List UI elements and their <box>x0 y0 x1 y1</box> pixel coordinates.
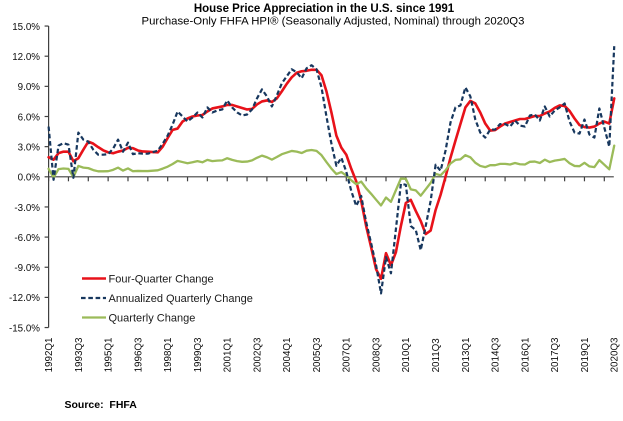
svg-text:2019Q1: 2019Q1 <box>580 338 591 373</box>
svg-text:2002Q3: 2002Q3 <box>252 337 263 372</box>
svg-text:2017Q3: 2017Q3 <box>550 337 561 372</box>
svg-text:2014Q3: 2014Q3 <box>491 337 502 372</box>
svg-text:Purchase-Only FHFA HPI® (Seaso: Purchase-Only FHFA HPI® (Seasonally Adju… <box>142 16 525 28</box>
svg-text:Four-Quarter Change: Four-Quarter Change <box>109 274 214 286</box>
svg-text:-15.0%: -15.0% <box>9 323 40 334</box>
svg-text:1996Q3: 1996Q3 <box>133 337 144 372</box>
svg-text:3.0%: 3.0% <box>18 142 41 153</box>
svg-text:2013Q1: 2013Q1 <box>461 338 472 373</box>
svg-text:House Price Appreciation in th: House Price Appreciation in the U.S. sin… <box>194 3 455 15</box>
svg-text:2011Q3: 2011Q3 <box>431 338 442 373</box>
svg-text:15.0%: 15.0% <box>12 22 40 33</box>
svg-text:1999Q3: 1999Q3 <box>193 337 204 372</box>
svg-text:2020Q3: 2020Q3 <box>610 337 621 372</box>
svg-text:2005Q3: 2005Q3 <box>312 337 323 372</box>
svg-text:2016Q1: 2016Q1 <box>520 338 531 373</box>
svg-text:6.0%: 6.0% <box>18 112 41 123</box>
svg-text:1998Q1: 1998Q1 <box>163 338 174 373</box>
svg-text:Annualized Quarterly Change: Annualized Quarterly Change <box>109 293 253 305</box>
svg-text:-9.0%: -9.0% <box>14 263 40 274</box>
svg-text:2004Q1: 2004Q1 <box>282 338 293 373</box>
svg-text:2007Q1: 2007Q1 <box>342 338 353 373</box>
svg-text:-3.0%: -3.0% <box>14 203 40 214</box>
svg-text:-12.0%: -12.0% <box>9 293 40 304</box>
svg-text:Source: FHFA: Source: FHFA <box>65 399 138 411</box>
svg-text:Quarterly Change: Quarterly Change <box>109 313 196 325</box>
svg-text:2010Q1: 2010Q1 <box>401 338 412 373</box>
svg-text:2008Q3: 2008Q3 <box>371 337 382 372</box>
svg-text:1993Q3: 1993Q3 <box>74 337 85 372</box>
svg-text:1995Q1: 1995Q1 <box>104 338 115 373</box>
svg-text:9.0%: 9.0% <box>18 82 41 93</box>
svg-text:1992Q1: 1992Q1 <box>44 338 55 373</box>
svg-text:-6.0%: -6.0% <box>14 233 40 244</box>
svg-text:0.0%: 0.0% <box>18 173 41 184</box>
svg-text:2001Q1: 2001Q1 <box>223 338 234 373</box>
svg-text:12.0%: 12.0% <box>12 52 40 63</box>
